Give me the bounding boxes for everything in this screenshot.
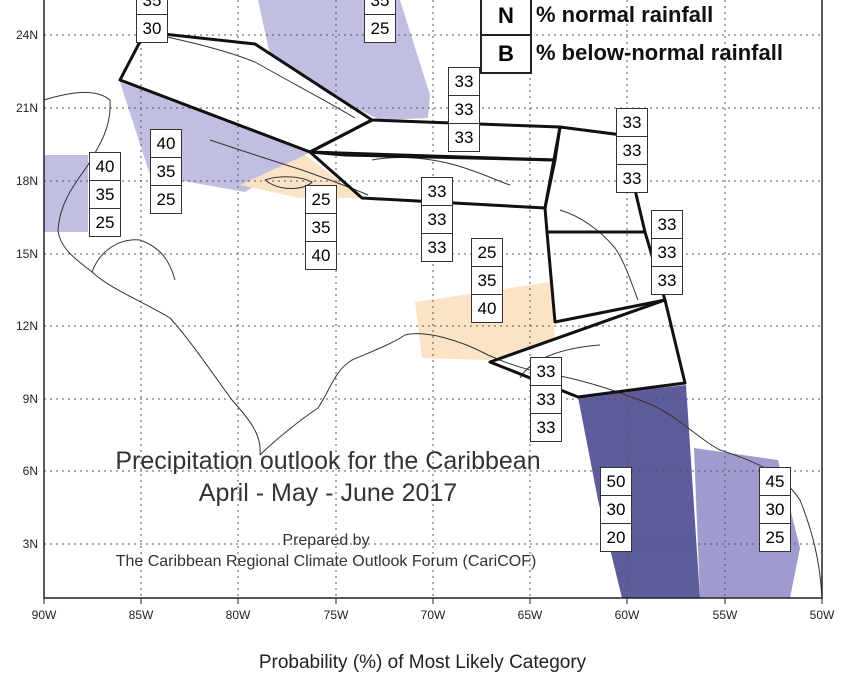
- lat-label: 21N: [16, 101, 38, 115]
- probability-box-bahamas-east: 35 25: [364, 0, 396, 43]
- region-windward: [545, 230, 667, 324]
- probability-value: 35: [137, 0, 167, 15]
- probability-value: 45: [760, 468, 790, 496]
- axis-ticks: [43, 598, 823, 604]
- legend-below-label: % below-normal rainfall: [536, 40, 783, 65]
- probability-box-hispaniola: 33 33 33: [421, 177, 453, 262]
- legend-normal-key: N: [480, 0, 532, 36]
- probability-value: 25: [95, 213, 115, 232]
- probability-box-leeward-islands: 33 33 33: [616, 108, 648, 193]
- probability-box-suriname-guiana: 45 30 25: [759, 467, 791, 552]
- lat-label: 6N: [23, 464, 38, 478]
- lat-label: 15N: [16, 247, 38, 261]
- probability-value: 25: [472, 239, 502, 267]
- legend-normal-label: % normal rainfall: [536, 2, 714, 27]
- probability-box-turks-caicos: 33 33 33: [448, 67, 480, 152]
- probability-value: 35: [90, 181, 120, 209]
- lat-label: 24N: [16, 28, 38, 42]
- prepared-by-label: Prepared by: [282, 532, 370, 549]
- lat-label: 18N: [16, 174, 38, 188]
- probability-value: 33: [617, 137, 647, 165]
- legend-normal: N % normal rainfall: [480, 0, 840, 36]
- map-title: Precipitation outlook for the Caribbean: [115, 447, 541, 475]
- probability-value: 33: [531, 386, 561, 414]
- probability-value: 20: [606, 528, 626, 547]
- lat-label: 3N: [23, 537, 38, 551]
- organization-credit: The Caribbean Regional Climate Outlook F…: [115, 553, 537, 570]
- lon-label: 85W: [129, 608, 154, 622]
- probability-value: 25: [370, 19, 390, 38]
- legend-below: B % below-normal rainfall: [480, 34, 840, 74]
- zone-belize: [44, 155, 88, 232]
- probability-value: 33: [449, 96, 479, 124]
- probability-value: 33: [652, 239, 682, 267]
- probability-value: 40: [151, 130, 181, 158]
- map-subtitle: April - May - June 2017: [198, 479, 458, 507]
- probability-value: 35: [365, 0, 395, 15]
- probability-value: 33: [617, 109, 647, 137]
- probability-value: 33: [422, 206, 452, 234]
- lon-label: 80W: [226, 608, 251, 622]
- probability-value: 33: [652, 211, 682, 239]
- probability-box-abc-islands: 25 35 40: [471, 238, 503, 323]
- probability-value: 40: [90, 153, 120, 181]
- probability-value: 30: [601, 496, 631, 524]
- probability-value: 40: [477, 299, 497, 318]
- probability-value: 33: [427, 238, 447, 257]
- probability-box-belize: 40 35 25: [89, 152, 121, 237]
- probability-box-guyana: 50 30 20: [600, 467, 632, 552]
- lat-labels: 24N 21N 18N 15N 12N 9N 6N 3N: [16, 28, 38, 551]
- probability-box-bahamas-west: 35 30: [136, 0, 168, 43]
- probability-value: 25: [306, 186, 336, 214]
- probability-value: 40: [311, 246, 331, 265]
- footer-caption: Probability (%) of Most Likely Category: [258, 652, 587, 673]
- lon-label: 75W: [324, 608, 349, 622]
- lon-label: 55W: [713, 608, 738, 622]
- lon-label: 70W: [421, 608, 446, 622]
- probability-value: 30: [142, 19, 162, 38]
- probability-box-jamaica: 25 35 40: [305, 185, 337, 270]
- lat-label: 12N: [16, 319, 38, 333]
- probability-value: 33: [657, 271, 677, 290]
- zone-guyana: [578, 385, 700, 598]
- probability-value: 35: [306, 214, 336, 242]
- lon-label: 60W: [615, 608, 640, 622]
- probability-value: 25: [765, 528, 785, 547]
- probability-value: 33: [454, 128, 474, 147]
- probability-value: 33: [622, 169, 642, 188]
- probability-box-windward-islands: 33 33 33: [651, 210, 683, 295]
- lon-labels: 90W 85W 80W 75W 70W 65W 60W 55W 50W: [32, 608, 835, 622]
- probability-value: 33: [449, 68, 479, 96]
- probability-value: 30: [760, 496, 790, 524]
- probability-box-trinidad: 33 33 33: [530, 357, 562, 442]
- legend-below-key: B: [480, 34, 532, 74]
- lon-label: 90W: [32, 608, 57, 622]
- probability-value: 33: [422, 178, 452, 206]
- lat-label: 9N: [23, 392, 38, 406]
- probability-box-northwest-caribbean: 40 35 25: [150, 129, 182, 214]
- probability-value: 35: [151, 158, 181, 186]
- lon-label: 50W: [810, 608, 835, 622]
- probability-value: 50: [601, 468, 631, 496]
- probability-value: 25: [156, 190, 176, 209]
- probability-value: 35: [472, 267, 502, 295]
- lon-label: 65W: [518, 608, 543, 622]
- probability-value: 33: [536, 418, 556, 437]
- probability-value: 33: [531, 358, 561, 386]
